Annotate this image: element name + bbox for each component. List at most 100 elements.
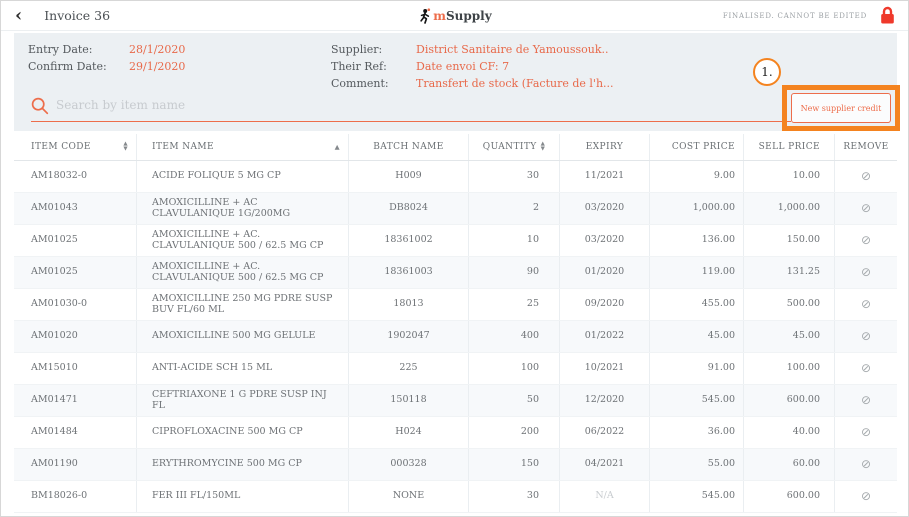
search-underline <box>31 121 791 122</box>
column-header-name[interactable]: ITEM NAME ▲ <box>136 134 348 160</box>
column-header-sell: SELL PRICE <box>743 134 834 160</box>
sort-icon[interactable]: ▲ ▼ <box>540 141 546 152</box>
table-row[interactable]: AM01471 CEFTRIAXONE 1 G PDRE SUSP INJ FL 1… <box>14 385 897 417</box>
invoice-info-panel: Entry Date: 28/1/2020 Confirm Date: 29/1… <box>14 33 900 131</box>
remove-icon[interactable]: ⊘ <box>860 169 872 184</box>
cell-batch: 225 <box>348 353 468 384</box>
cell-text: 400 <box>520 330 539 342</box>
cell-text: 91.00 <box>707 362 735 374</box>
table-row[interactable]: AM01484 CIPROFLOXACINE 500 MG CP H024 200 06… <box>14 417 897 449</box>
remove-icon[interactable]: ⊘ <box>860 265 872 280</box>
column-label: EXPIRY <box>585 142 624 152</box>
cell-text: 545.00 <box>701 490 735 502</box>
remove-icon[interactable]: ⊘ <box>860 457 872 472</box>
cell-cost: 545.00 <box>649 481 743 512</box>
cell-text: 600.00 <box>786 394 820 406</box>
topbar-right: FINALISED. CANNOT BE EDITED <box>723 6 896 25</box>
cell-text: 10.00 <box>792 170 820 182</box>
cell-text: 9.00 <box>713 170 735 182</box>
table-row[interactable]: AM15010 ANTI-ACIDE SCH 15 ML 225 100 10/2021… <box>14 353 897 385</box>
cell-text: 545.00 <box>701 394 735 406</box>
cell-text: ERYTHROMYCINE 500 MG CP <box>152 458 302 470</box>
cell-name: ERYTHROMYCINE 500 MG CP <box>136 449 348 480</box>
cell-name: ANTI-ACIDE SCH 15 ML <box>136 353 348 384</box>
cell-cost: 9.00 <box>649 161 743 192</box>
column-header-qty[interactable]: QUANTITY ▲ ▼ <box>468 134 559 160</box>
sort-ascending-icon[interactable]: ▲ <box>334 143 340 151</box>
cell-sell: 45.00 <box>743 321 834 352</box>
table-row[interactable]: AM01025 AMOXICILLINE + AC. CLAVULANIQUE 5… <box>14 257 897 289</box>
cell-text: 55.00 <box>707 458 735 470</box>
cell-text: 225 <box>399 362 418 374</box>
comment-value: Transfert de stock (Facture de l'h... <box>416 77 614 90</box>
cell-text: 40.00 <box>792 426 820 438</box>
cell-sell: 1,000.00 <box>743 193 834 224</box>
remove-icon[interactable]: ⊘ <box>860 393 872 408</box>
cell-text: AMOXICILLINE + AC CLAVULANIQUE 1G/200MG <box>152 197 291 219</box>
cell-sell: 600.00 <box>743 481 834 512</box>
cell-sell: 60.00 <box>743 449 834 480</box>
msupply-logo: mSupply <box>417 1 492 31</box>
cell-text: 119.00 <box>701 266 735 278</box>
remove-icon[interactable]: ⊘ <box>860 489 872 504</box>
cell-sell: 10.00 <box>743 161 834 192</box>
cell-text: CIPROFLOXACINE 500 MG CP <box>152 426 303 438</box>
cell-expiry: 03/2020 <box>559 193 649 224</box>
cell-text: 11/2021 <box>584 170 625 182</box>
cell-text: N/A <box>595 490 614 502</box>
cell-text: 500.00 <box>786 298 820 310</box>
cell-expiry: 01/2020 <box>559 257 649 288</box>
cell-text: 01/2022 <box>584 330 625 342</box>
remove-icon[interactable]: ⊘ <box>860 425 872 440</box>
cell-text: 600.00 <box>786 490 820 502</box>
cell-name: ACIDE FOLIQUE 5 MG CP <box>136 161 348 192</box>
remove-icon[interactable]: ⊘ <box>860 233 872 248</box>
cell-text: 200 <box>520 426 539 438</box>
cell-text: 45.00 <box>707 330 735 342</box>
cell-text: 136.00 <box>701 234 735 246</box>
cell-text: 03/2020 <box>584 202 625 214</box>
table-row[interactable]: AM01025 AMOXICILLINE + AC. CLAVULANIQUE 5… <box>14 225 897 257</box>
cell-qty: 30 <box>468 481 559 512</box>
cell-text: AMOXICILLINE 250 MG PDRE SUSP BUV FL/60 … <box>152 293 333 315</box>
cell-text: FER III FL/150ML <box>152 490 241 502</box>
table-row[interactable]: AM01190 ERYTHROMYCINE 500 MG CP 000328 150 0… <box>14 449 897 481</box>
cell-qty: 100 <box>468 353 559 384</box>
cell-expiry: 03/2020 <box>559 225 649 256</box>
cell-name: AMOXICILLINE 250 MG PDRE SUSP BUV FL/60 … <box>136 289 348 320</box>
search-input[interactable] <box>56 94 526 116</box>
cell-text: 30 <box>526 170 539 182</box>
cell-remove: ⊘ <box>834 385 897 416</box>
table-row[interactable]: AM18032-0 ACIDE FOLIQUE 5 MG CP H009 30 11/2… <box>14 161 897 193</box>
remove-icon[interactable]: ⊘ <box>860 201 872 216</box>
cell-text: AM01030-0 <box>31 298 88 310</box>
cell-name: AMOXICILLINE + AC. CLAVULANIQUE 500 / 62… <box>136 225 348 256</box>
cell-remove: ⊘ <box>834 481 897 512</box>
cell-sell: 131.25 <box>743 257 834 288</box>
cell-remove: ⊘ <box>834 321 897 352</box>
cell-cost: 136.00 <box>649 225 743 256</box>
cell-code: AM01484 <box>14 417 136 448</box>
remove-icon[interactable]: ⊘ <box>860 329 872 344</box>
new-supplier-credit-button[interactable]: New supplier credit <box>791 93 891 123</box>
cell-code: AM01020 <box>14 321 136 352</box>
table-row[interactable]: AM01030-0 AMOXICILLINE 250 MG PDRE SUSP B… <box>14 289 897 321</box>
table-row[interactable]: AM01043 AMOXICILLINE + AC CLAVULANIQUE 1G… <box>14 193 897 225</box>
cell-text: AM01471 <box>31 394 78 406</box>
table-row[interactable]: BM18026-0 FER III FL/150ML NONE 30 N/A 545.00… <box>14 481 897 513</box>
cell-code: AM01025 <box>14 257 136 288</box>
column-header-code[interactable]: ITEM CODE ▲ ▼ <box>14 134 136 160</box>
cell-text: NONE <box>392 490 425 502</box>
remove-icon[interactable]: ⊘ <box>860 297 872 312</box>
cell-text: 12/2020 <box>584 394 625 406</box>
cell-expiry: 12/2020 <box>559 385 649 416</box>
remove-icon[interactable]: ⊘ <box>860 361 872 376</box>
cell-text: 131.25 <box>786 266 820 278</box>
cell-expiry: 11/2021 <box>559 161 649 192</box>
cell-text: AMOXICILLINE 500 MG GELULE <box>152 330 316 342</box>
table-row[interactable]: AM01020 AMOXICILLINE 500 MG GELULE 1902047… <box>14 321 897 353</box>
sort-icon[interactable]: ▲ ▼ <box>123 141 128 152</box>
column-label: QUANTITY <box>482 142 537 152</box>
supplier-value: District Sanitaire de Yamoussouk.. <box>416 43 609 56</box>
back-icon[interactable]: ‹ <box>15 4 23 26</box>
